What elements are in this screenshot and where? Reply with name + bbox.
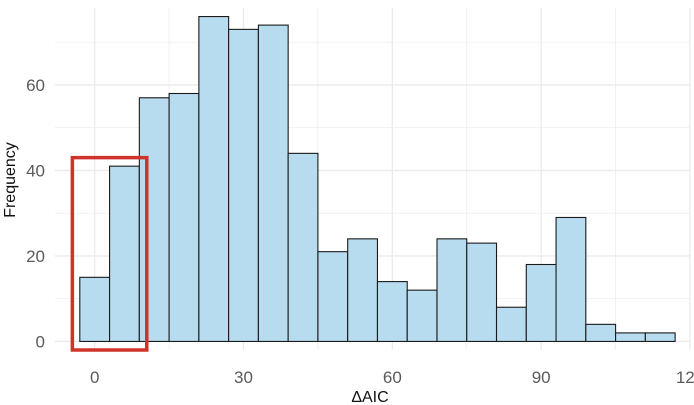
y-tick-label: 60 xyxy=(26,76,45,95)
highlight-annotation xyxy=(70,155,149,352)
histogram-bar xyxy=(466,242,498,342)
histogram-bar xyxy=(406,289,438,342)
histogram-bar xyxy=(228,28,259,343)
histogram-bar xyxy=(376,281,408,343)
histogram-bar xyxy=(347,238,379,343)
histogram-bar xyxy=(79,276,111,343)
histogram-bar xyxy=(257,24,289,343)
y-tick-label: 20 xyxy=(26,247,45,266)
histogram-bar xyxy=(644,332,676,342)
x-axis-title: ΔAIC xyxy=(351,389,388,405)
histogram-bar xyxy=(436,238,468,343)
y-tick-label: 40 xyxy=(26,161,45,180)
histogram-bar xyxy=(168,92,200,342)
histogram-bar xyxy=(495,306,527,343)
y-axis-title: Frequency xyxy=(2,142,19,218)
x-tick-label: 60 xyxy=(383,368,402,387)
x-tick-label: 0 xyxy=(90,368,99,387)
histogram-bar xyxy=(109,165,140,342)
histogram-bar xyxy=(198,15,230,342)
histogram-bar xyxy=(287,152,319,343)
y-tick-label: 0 xyxy=(36,332,45,351)
tick-labels: 0 30 60 90 120 0 20 40 60 xyxy=(26,76,694,387)
histogram-bar xyxy=(615,332,646,342)
histogram-bar xyxy=(555,216,587,343)
histogram-bars xyxy=(79,15,676,343)
histogram-bar xyxy=(317,251,349,343)
histogram-bar xyxy=(525,263,557,342)
x-tick-label: 120 xyxy=(676,368,694,387)
x-tick-label: 30 xyxy=(234,368,253,387)
histogram-bar xyxy=(138,97,170,343)
histogram-bar xyxy=(585,323,617,343)
highlight-box xyxy=(70,155,149,352)
x-tick-label: 90 xyxy=(532,368,551,387)
